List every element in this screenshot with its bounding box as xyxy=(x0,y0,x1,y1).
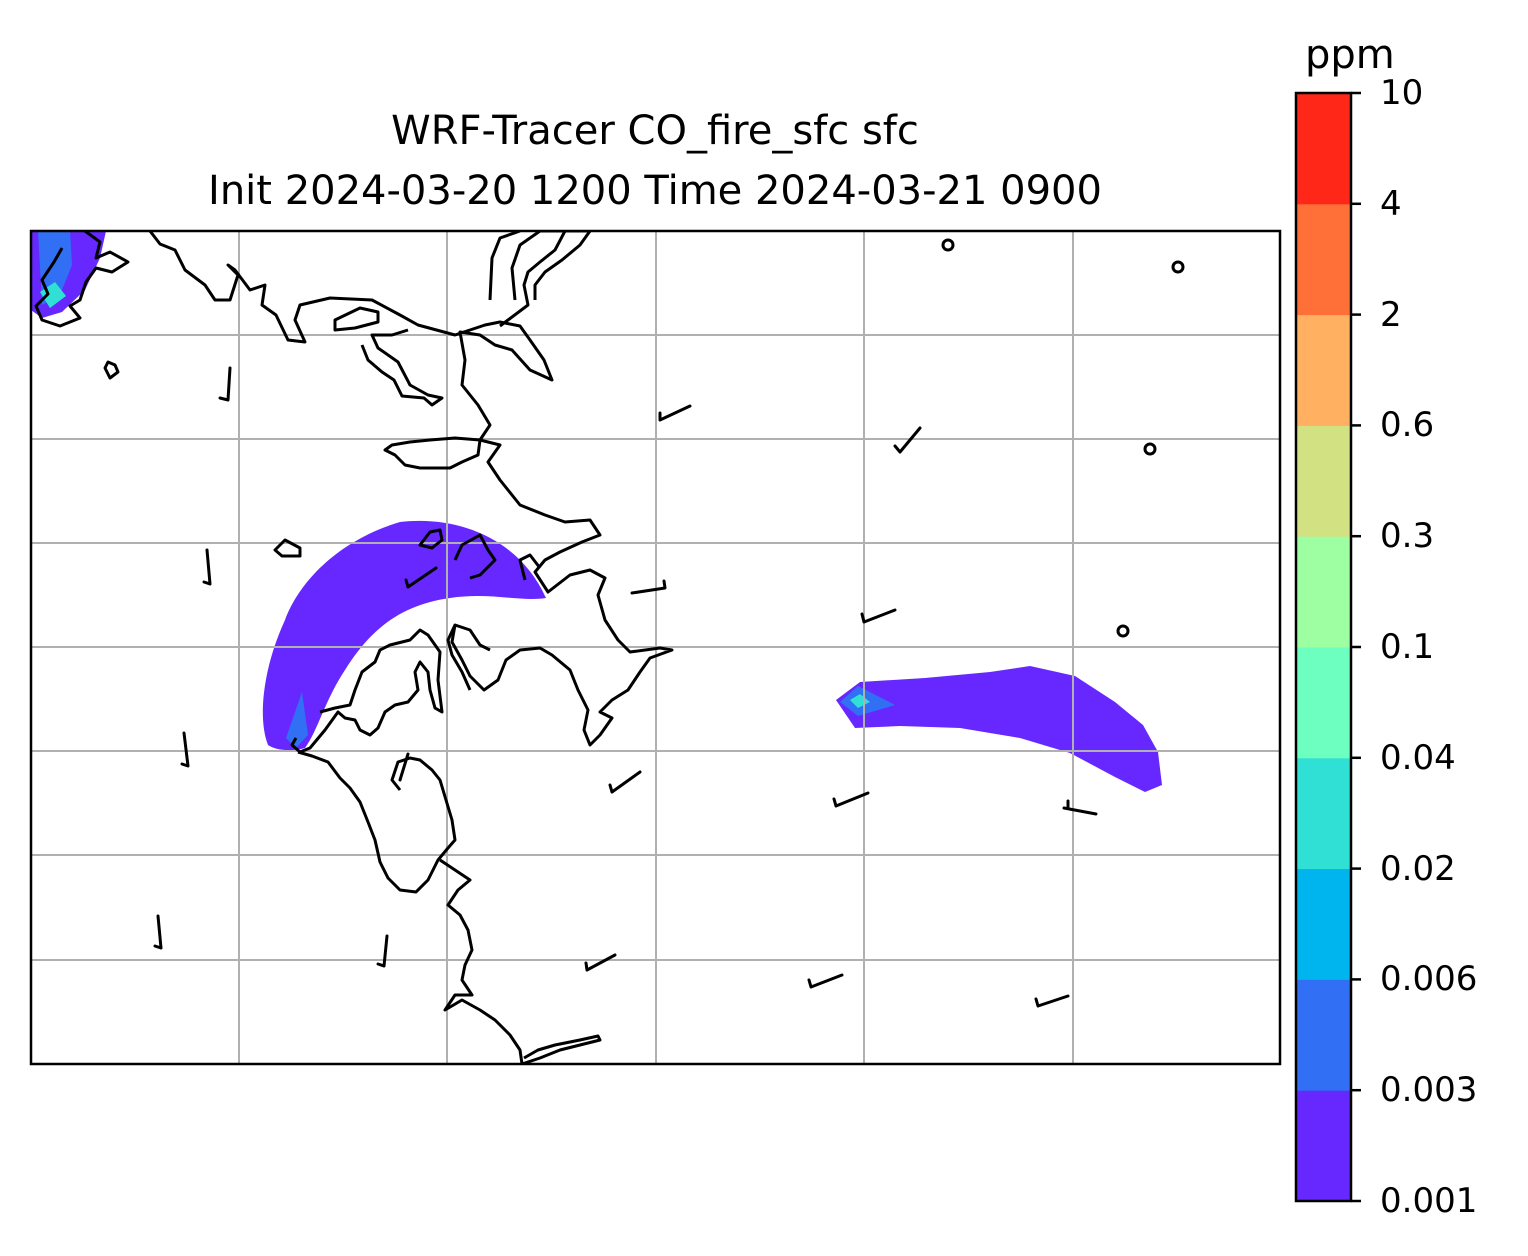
wind-barb xyxy=(202,548,212,586)
colorbar-units: ppm xyxy=(1305,32,1395,78)
colorbar-tick-label: 2 xyxy=(1380,294,1402,335)
colorbar-tick-label: 0.001 xyxy=(1380,1181,1478,1221)
coastline-river-north xyxy=(488,231,567,328)
colorbar-segment xyxy=(1296,203,1351,316)
coastline-arc-inner xyxy=(273,538,302,558)
coastline-south-peninsula xyxy=(297,750,457,894)
colorbar-tick-label: 10 xyxy=(1380,73,1424,113)
title-line-2: Init 2024-03-20 1200 Time 2024-03-21 090… xyxy=(208,168,1102,214)
colorbar-segment xyxy=(1296,314,1351,426)
plume-northwest xyxy=(31,231,106,318)
wind-barb xyxy=(180,731,190,768)
colorbar-tick-label: 0.006 xyxy=(1380,959,1478,1000)
plume-eastern-base xyxy=(836,666,1162,792)
wind-barb xyxy=(608,770,642,794)
wind-barbs xyxy=(153,366,1098,1008)
colorbar-segment xyxy=(1296,868,1351,980)
wind-barb xyxy=(376,934,389,968)
calm-wind-circles xyxy=(941,238,1185,638)
coastline-island-small xyxy=(103,360,120,380)
coastline-lake-central xyxy=(418,528,444,550)
gridlines xyxy=(31,231,1280,1064)
wind-barb xyxy=(658,404,692,422)
wind-barb xyxy=(404,566,438,589)
coastline-central-lower xyxy=(290,628,444,754)
wind-barb xyxy=(584,953,617,972)
wind-barb xyxy=(630,579,667,595)
colorbar-tick-label: 0.6 xyxy=(1380,405,1435,446)
wind-barb xyxy=(893,426,922,454)
wind-barb xyxy=(832,791,870,808)
title-line-1: WRF-Tracer CO_fire_sfc sfc xyxy=(391,108,919,154)
colorbar-tick-label: 0.02 xyxy=(1380,848,1456,889)
colorbar-tick-label: 0.003 xyxy=(1380,1070,1478,1111)
coastline-bay-middle xyxy=(383,436,482,470)
coastline-inlet-east xyxy=(518,553,542,581)
map-frame xyxy=(29,229,1282,1066)
wind-barb xyxy=(807,973,844,989)
coastline-north-mainland xyxy=(148,231,674,747)
plume-central-arc xyxy=(262,520,546,751)
coastline-river-lower xyxy=(446,624,472,691)
wind-barb xyxy=(860,608,897,624)
colorbar-tick-label: 0.1 xyxy=(1380,627,1435,667)
colorbar-frame xyxy=(1294,91,1353,1203)
coastline-estuary-west xyxy=(360,328,444,407)
plume-northwest-mid xyxy=(38,231,72,305)
colorbar-segment xyxy=(1296,425,1351,537)
coastlines xyxy=(34,231,674,1064)
wind-barb xyxy=(218,366,232,402)
wind-barb xyxy=(153,914,163,950)
colorbar-segment xyxy=(1296,1090,1351,1202)
wind-barb xyxy=(1034,994,1070,1008)
colorbar-tick-label: 0.3 xyxy=(1380,516,1435,557)
plume-central-arc-mid xyxy=(286,692,308,748)
colorbar-tick-label: 0.04 xyxy=(1380,737,1456,778)
colorbar-segment xyxy=(1296,93,1351,205)
colorbar-segment xyxy=(1296,979,1351,1091)
coastline-river-north-b xyxy=(533,231,592,300)
colorbar-segment xyxy=(1296,647,1351,759)
wind-barb xyxy=(398,752,410,782)
colorbar-tick-label: 4 xyxy=(1380,183,1402,224)
colorbar-segment xyxy=(1296,757,1351,870)
colorbar-segment xyxy=(1296,536,1351,648)
coastline-river-central xyxy=(453,533,497,580)
plume-eastern xyxy=(836,666,1162,792)
coastline-island-north xyxy=(333,306,380,332)
wind-barb xyxy=(1062,799,1098,816)
coastline-northwest xyxy=(34,231,130,328)
coastline-south-river xyxy=(439,858,602,1064)
plume-central-arc-base xyxy=(262,520,546,751)
